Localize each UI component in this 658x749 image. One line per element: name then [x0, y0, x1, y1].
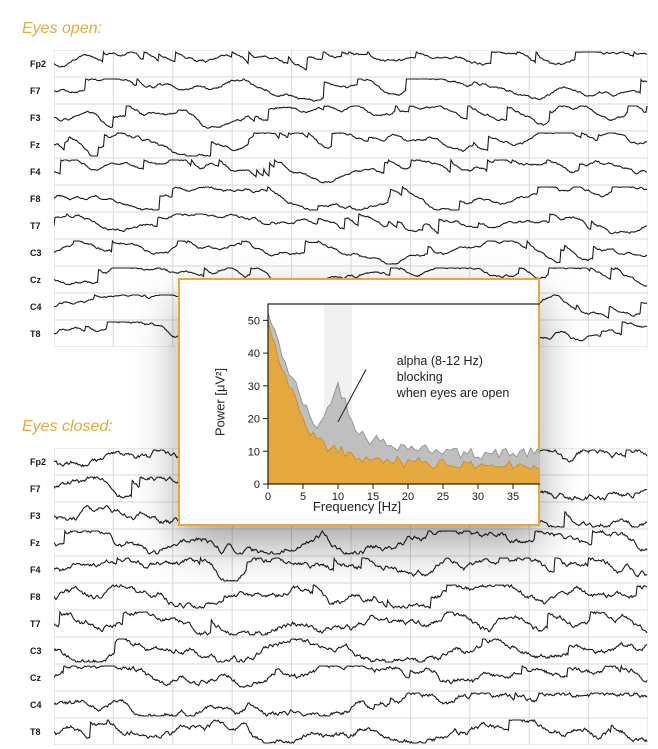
channel-label: Cz: [30, 673, 52, 683]
eeg-trace: [54, 691, 648, 718]
eeg-trace: [54, 718, 648, 745]
eeg-trace: [54, 77, 648, 104]
channel-label: T7: [30, 221, 52, 231]
eeg-trace: [54, 529, 648, 556]
svg-text:0: 0: [254, 479, 260, 491]
channel-label: Fz: [30, 140, 52, 150]
svg-text:20: 20: [248, 414, 260, 426]
channel-label: F4: [30, 565, 52, 575]
eeg-open-title: Eyes open:: [22, 20, 102, 38]
svg-text:40: 40: [248, 348, 260, 360]
eeg-row-f4: F4: [30, 158, 648, 185]
power-spectrum-card: Power [μV²] 051015202530354001020304050 …: [178, 278, 540, 526]
eeg-row-fz: Fz: [30, 529, 648, 556]
channel-label: Cz: [30, 275, 52, 285]
eeg-row-cz: Cz: [30, 664, 648, 691]
channel-label: Fp2: [30, 59, 52, 69]
eeg-row-fp2: Fp2: [30, 50, 648, 77]
svg-text:50: 50: [248, 315, 260, 327]
eeg-row-c4: C4: [30, 691, 648, 718]
eeg-row-t8: T8: [30, 718, 648, 745]
eeg-trace: [54, 212, 648, 239]
channel-label: F8: [30, 194, 52, 204]
eeg-row-fz: Fz: [30, 131, 648, 158]
eeg-trace: [54, 131, 648, 158]
eeg-trace: [54, 583, 648, 610]
eeg-trace: [54, 158, 648, 185]
eeg-row-f4: F4: [30, 556, 648, 583]
eeg-row-c3: C3: [30, 239, 648, 266]
eeg-trace: [54, 104, 648, 131]
eeg-trace: [54, 664, 648, 691]
channel-label: F7: [30, 484, 52, 494]
channel-label: T7: [30, 619, 52, 629]
channel-label: Fz: [30, 538, 52, 548]
channel-label: C3: [30, 248, 52, 258]
eeg-trace: [54, 610, 648, 637]
eeg-row-c3: C3: [30, 637, 648, 664]
channel-label: F3: [30, 511, 52, 521]
x-axis-label: Frequency [Hz]: [194, 499, 520, 514]
eeg-row-f8: F8: [30, 185, 648, 212]
eeg-closed-title: Eyes closed:: [22, 418, 113, 436]
channel-label: C3: [30, 646, 52, 656]
eeg-trace: [54, 50, 648, 77]
channel-label: F4: [30, 167, 52, 177]
svg-text:30: 30: [248, 381, 260, 393]
channel-label: T8: [30, 727, 52, 737]
channel-label: C4: [30, 700, 52, 710]
eeg-trace: [54, 556, 648, 583]
eeg-trace: [54, 637, 648, 664]
channel-label: F3: [30, 113, 52, 123]
eeg-trace: [54, 185, 648, 212]
channel-label: Fp2: [30, 457, 52, 467]
svg-text:10: 10: [248, 446, 260, 458]
power-spectrum-chart: 051015202530354001020304050: [210, 294, 540, 514]
eeg-row-f7: F7: [30, 77, 648, 104]
eeg-row-t7: T7: [30, 212, 648, 239]
channel-label: T8: [30, 329, 52, 339]
eeg-row-f3: F3: [30, 104, 648, 131]
eeg-row-f8: F8: [30, 583, 648, 610]
channel-label: F8: [30, 592, 52, 602]
channel-label: C4: [30, 302, 52, 312]
alpha-blocking-annotation: alpha (8-12 Hz) blocking when eyes are o…: [397, 354, 520, 401]
eeg-row-t7: T7: [30, 610, 648, 637]
channel-label: F7: [30, 86, 52, 96]
eeg-trace: [54, 239, 648, 266]
